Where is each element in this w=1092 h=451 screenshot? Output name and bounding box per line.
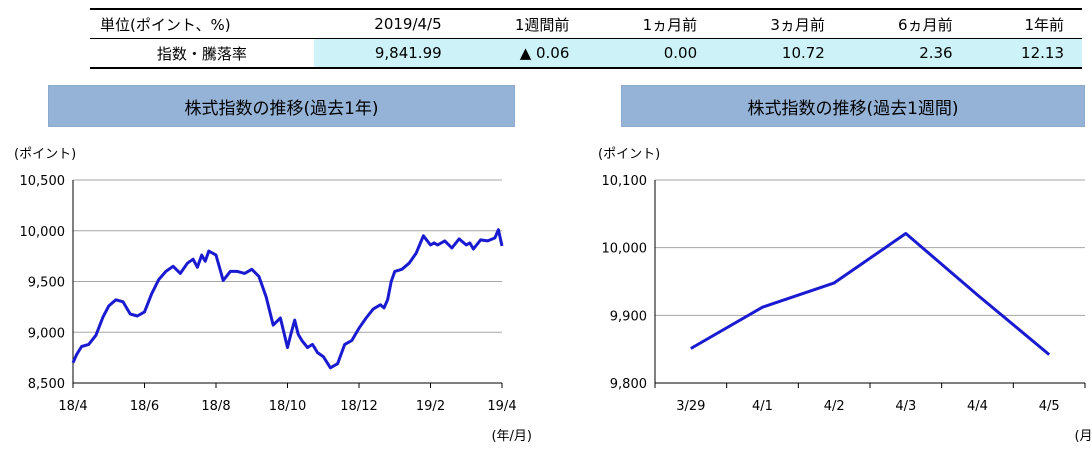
chart1-x-tick-label: 18/10	[269, 399, 306, 414]
header-unit: 単位(ポイント、%)	[90, 8, 314, 39]
table-row: 指数・騰落率 9,841.99 ▲ 0.06 0.00 10.72 2.36 1…	[90, 38, 1082, 69]
chart1-x-axis-label: (年/月)	[491, 429, 532, 444]
cell-1week: ▲ 0.06	[459, 38, 588, 69]
chart2-y-tick-label: 10,000	[602, 242, 648, 257]
chart2-y-axis-label: (ポイント)	[598, 147, 660, 162]
cell-3month: 10.72	[715, 38, 843, 69]
chart2-x-tick-label: 4/2	[824, 399, 845, 414]
chart2-y-tick-label: 9,800	[610, 377, 647, 392]
chart2-x-tick-label: 4/1	[752, 399, 773, 414]
cell-1month: 0.00	[587, 38, 716, 69]
chart1-x-tick-label: 18/8	[201, 399, 230, 414]
chart1-x-tick-label: 18/6	[130, 399, 159, 414]
chart1-y-tick-label: 9,000	[28, 326, 65, 341]
chart1-y-axis-label: (ポイント)	[14, 147, 76, 162]
chart1-series-line	[71, 228, 504, 370]
chart1-y-tick-label: 8,500	[28, 377, 65, 392]
row-label: 指数・騰落率	[90, 38, 314, 69]
table-header-row: 単位(ポイント、%) 2019/4/5 1週間前 1ヵ月前 3ヵ月前 6ヵ月前 …	[90, 8, 1082, 39]
chart1-x-tick-label: 18/4	[58, 399, 87, 414]
chart2-x-tick-label: 4/4	[967, 399, 988, 414]
header-1month: 1ヵ月前	[587, 8, 716, 39]
header-3month: 3ヵ月前	[715, 8, 843, 39]
chart1-y-tick-label: 9,500	[28, 276, 65, 291]
header-date: 2019/4/5	[313, 8, 460, 39]
chart2-x-tick-label: 3/29	[676, 399, 705, 414]
chart1-y-tick-label: 10,500	[20, 174, 66, 189]
header-6month: 6ヵ月前	[842, 8, 971, 39]
chart2-y-tick-label: 10,100	[602, 174, 648, 189]
chart1-x-tick-label: 19/4	[487, 399, 516, 414]
chart1-x-tick-label: 18/12	[340, 399, 377, 414]
header-1week: 1週間前	[459, 8, 588, 39]
cell-index-value: 9,841.99	[313, 38, 460, 69]
header-1year: 1年前	[970, 8, 1082, 39]
chart2-x-axis-label: (月/日)	[1074, 429, 1092, 444]
chart1-x-tick-label: 19/2	[416, 399, 445, 414]
cell-6month: 2.36	[842, 38, 971, 69]
cell-1year: 12.13	[970, 38, 1082, 69]
chart2-x-tick-label: 4/5	[1039, 399, 1060, 414]
chart1-title: 株式指数の推移(過去1年)	[48, 85, 515, 127]
chart1-y-tick-label: 10,000	[20, 225, 66, 240]
chart2-title: 株式指数の推移(過去1週間)	[621, 85, 1085, 127]
summary-table: 単位(ポイント、%) 2019/4/5 1週間前 1ヵ月前 3ヵ月前 6ヵ月前 …	[90, 8, 1082, 69]
chart2-y-tick-label: 9,900	[610, 309, 647, 324]
chart2-x-tick-label: 4/3	[895, 399, 916, 414]
chart2-series-line	[690, 232, 1051, 356]
